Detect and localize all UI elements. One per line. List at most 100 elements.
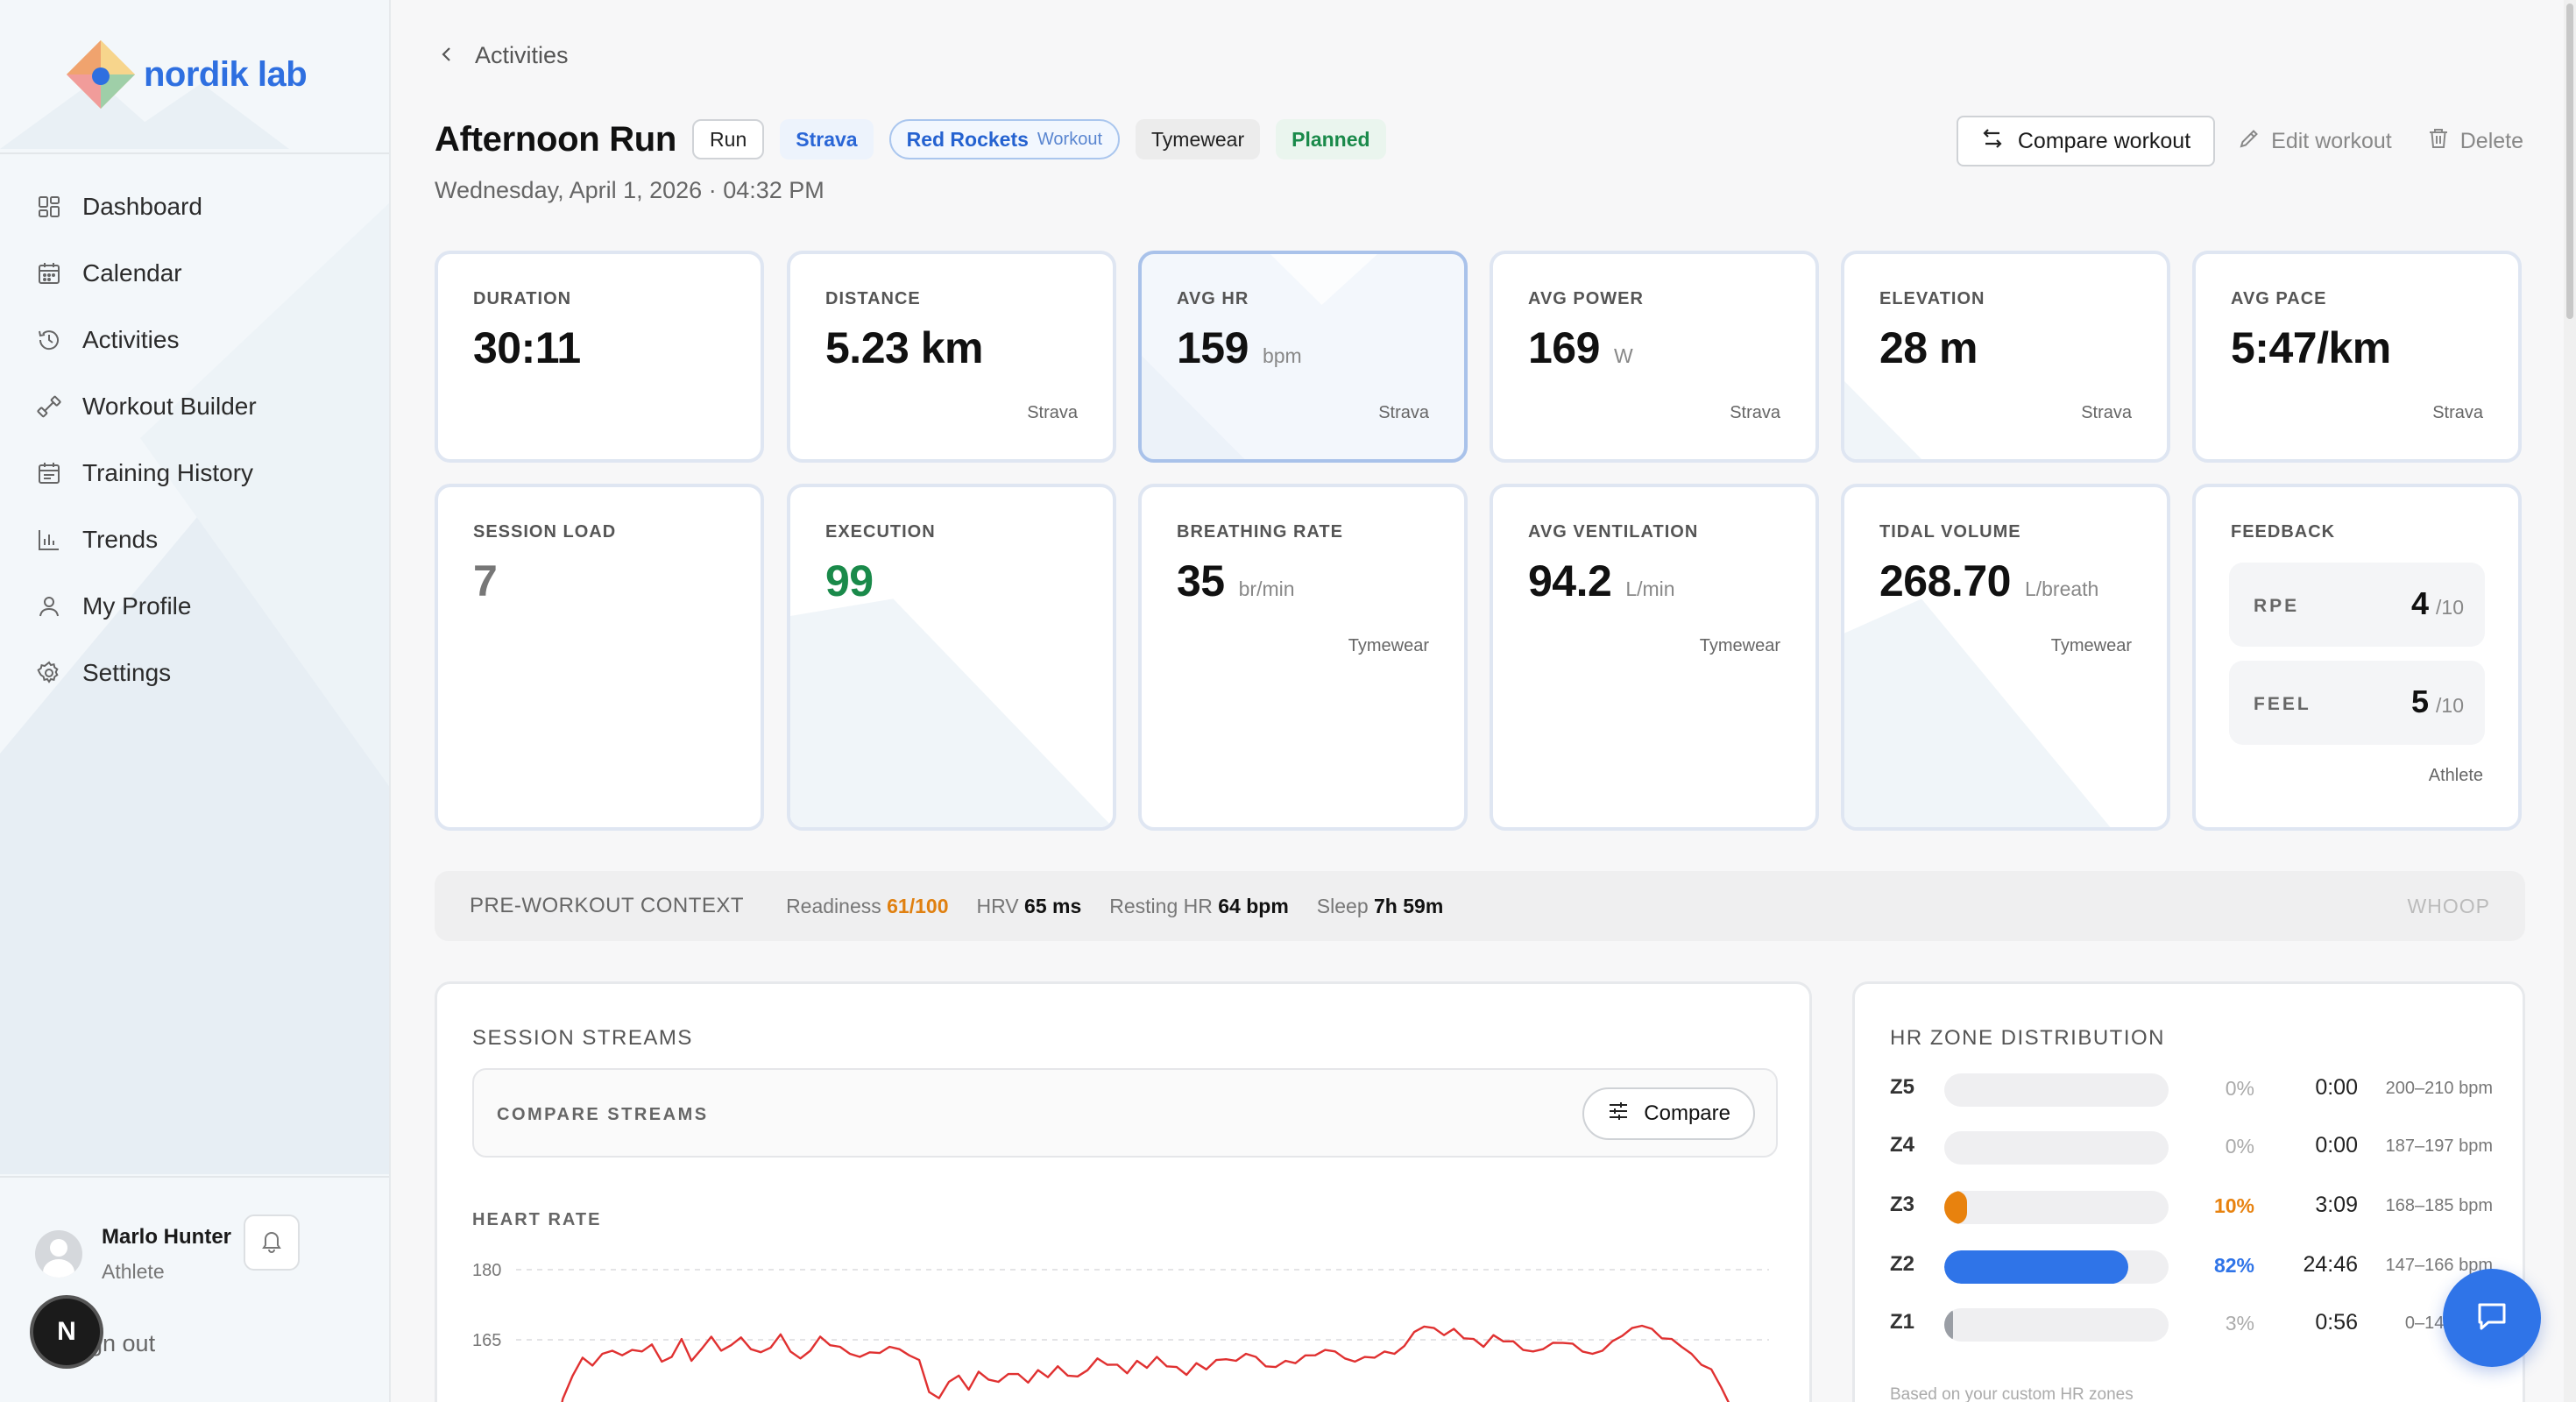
metric-card-avg-pace[interactable]: AVG PACE 5:47/km Strava	[2192, 251, 2522, 463]
metric-card-avg-hr[interactable]: AVG HR 159 bpm Strava	[1138, 251, 1468, 463]
compare-workout-button[interactable]: Compare workout	[1956, 116, 2216, 166]
metric-label: AVG PACE	[2231, 289, 2327, 308]
sidebar-nav: Dashboard Calendar Activities Workout Bu…	[35, 173, 368, 706]
sidebar-item-trends[interactable]: Trends	[35, 506, 368, 573]
metric-card-duration[interactable]: DURATION 30:11	[435, 251, 764, 463]
compare-streams-box: COMPARE STREAMS Compare	[472, 1068, 1778, 1158]
zone-name: Z4	[1890, 1133, 1915, 1157]
metric-value: 99	[825, 556, 874, 605]
scrollbar[interactable]	[2564, 0, 2576, 1402]
metric-source: Strava	[1730, 403, 1780, 422]
page-title: Afternoon Run	[435, 119, 677, 159]
zone-bar-track	[1944, 1308, 2169, 1342]
edit-workout-button[interactable]: Edit workout	[2238, 127, 2392, 156]
metric-card-avg-power[interactable]: AVG POWER 169 W Strava	[1490, 251, 1819, 463]
metric-value: 94.2 L/min	[1528, 556, 1675, 605]
main-content: Activities Afternoon Run Run Strava Red …	[391, 0, 2576, 1402]
hrv-stat: HRV 65 ms	[976, 894, 1082, 917]
team-workout-tag[interactable]: Red Rockets Workout	[888, 119, 1121, 159]
scrollbar-thumb[interactable]	[2566, 4, 2573, 319]
metric-value: 5:47/km	[2231, 323, 2391, 372]
sidebar-item-training-history[interactable]: Training History	[35, 440, 368, 506]
user-icon	[35, 592, 63, 620]
sidebar-item-workout-builder[interactable]: Workout Builder	[35, 373, 368, 440]
metric-card-elevation[interactable]: ELEVATION 28 m Strava	[1841, 251, 2170, 463]
breadcrumb[interactable]: Activities	[438, 42, 569, 69]
trash-icon	[2427, 127, 2450, 156]
edit-workout-label: Edit workout	[2271, 128, 2392, 153]
zone-row-z5: Z5 0% 0:00 200–210 bpm	[1890, 1070, 2503, 1107]
header-actions: Compare workout Edit workout Delete	[1956, 116, 2523, 166]
sidebar-item-my-profile[interactable]: My Profile	[35, 573, 368, 640]
metric-label: AVG POWER	[1528, 289, 1644, 308]
zone-time: 0:00	[2315, 1075, 2358, 1100]
zone-time: 24:46	[2303, 1252, 2358, 1277]
bell-icon	[259, 1229, 284, 1257]
metric-card-breathing-rate[interactable]: BREATHING RATE 35 br/min Tymewear	[1138, 484, 1468, 831]
zone-range: 168–185 bpm	[2385, 1196, 2493, 1215]
zone-bar-fill	[1944, 1250, 2128, 1284]
zone-row-z2: Z2 82% 24:46 147–166 bpm	[1890, 1247, 2503, 1284]
metric-source: Tymewear	[1699, 636, 1780, 655]
sport-tag: Run	[692, 119, 765, 159]
metric-label: FEEDBACK	[2231, 522, 2336, 542]
metric-card-session-load[interactable]: SESSION LOAD 7	[435, 484, 764, 831]
pre-workout-context: PRE-WORKOUT CONTEXT Readiness 61/100 HRV…	[435, 871, 2525, 941]
metric-card-tidal-volume[interactable]: TIDAL VOLUME 268.70 L/breath Tymewear	[1841, 484, 2170, 831]
sidebar-item-settings[interactable]: Settings	[35, 640, 368, 706]
sidebar-item-activities[interactable]: Activities	[35, 307, 368, 373]
heart-rate-series-line	[561, 1324, 1730, 1402]
swap-icon	[1981, 127, 2004, 156]
rpe-row[interactable]: RPE 4/10	[2229, 563, 2485, 647]
compare-streams-button[interactable]: Compare	[1582, 1087, 1755, 1140]
zone-percent: 10%	[2213, 1194, 2254, 1217]
metric-label: TIDAL VOLUME	[1879, 522, 2021, 542]
metric-value: 30:11	[473, 323, 581, 372]
avatar[interactable]	[35, 1230, 82, 1278]
hr-chart-label: HEART RATE	[472, 1210, 602, 1229]
notifications-button[interactable]	[244, 1214, 300, 1271]
zone-percent: 3%	[2225, 1312, 2254, 1335]
delete-button[interactable]: Delete	[2427, 127, 2523, 156]
sleep-stat: Sleep 7h 59m	[1316, 894, 1444, 917]
zone-row-z3: Z3 10% 3:09 168–185 bpm	[1890, 1187, 2503, 1224]
chat-button[interactable]	[2443, 1269, 2541, 1367]
zone-row-z1: Z13%0:560–145 bpm	[1890, 1305, 2503, 1342]
session-streams-panel: SESSION STREAMS COMPARE STREAMS Compare …	[435, 981, 1812, 1402]
sidebar-item-label: Settings	[82, 659, 172, 686]
metric-source: Strava	[1378, 403, 1429, 422]
grid-icon	[35, 193, 63, 221]
calendar-list-icon	[35, 459, 63, 487]
metric-label: BREATHING RATE	[1177, 522, 1343, 542]
dev-badge[interactable]: N	[33, 1299, 100, 1365]
y-tick-label: 165	[472, 1331, 501, 1350]
sidebar-item-label: Calendar	[82, 259, 182, 287]
zone-bar-track	[1944, 1191, 2169, 1224]
bar-chart-icon	[35, 526, 63, 554]
activity-date: Wednesday, April 1, 2026 · 04:32 PM	[435, 177, 824, 203]
zone-range: 187–197 bpm	[2385, 1136, 2493, 1156]
panel-heading: HR ZONE DISTRIBUTION	[1890, 1026, 2166, 1050]
brand-name: nordik lab	[144, 54, 308, 94]
sidebar-item-label: Activities	[82, 326, 180, 353]
zone-note: Based on your custom HR zones	[1890, 1385, 2134, 1402]
sidebar-item-dashboard[interactable]: Dashboard	[35, 173, 368, 240]
zone-name: Z3	[1890, 1193, 1915, 1216]
context-heading: PRE-WORKOUT CONTEXT	[470, 894, 745, 917]
user-role: Athlete	[102, 1260, 165, 1283]
metric-card-avg-ventilation[interactable]: AVG VENTILATION 94.2 L/min Tymewear	[1490, 484, 1819, 831]
status-badge: Planned	[1276, 119, 1386, 159]
metric-card-distance[interactable]: DISTANCE 5.23 km Strava	[787, 251, 1116, 463]
sidebar-item-calendar[interactable]: Calendar	[35, 240, 368, 307]
feel-value: 5/10	[2410, 683, 2464, 719]
metric-card-execution[interactable]: EXECUTION 99	[787, 484, 1116, 831]
feel-row[interactable]: FEEL 5/10	[2229, 661, 2485, 745]
logo-diamond-icon	[65, 39, 137, 110]
rpe-value: 4/10	[2410, 585, 2464, 621]
compare-workout-label: Compare workout	[2017, 128, 2191, 153]
dumbbell-icon	[35, 393, 63, 421]
metric-source: Strava	[2081, 403, 2132, 422]
zone-name: Z2	[1890, 1252, 1915, 1276]
metric-source: Tymewear	[1348, 636, 1429, 655]
brand-logo[interactable]: nordik lab	[65, 39, 308, 110]
